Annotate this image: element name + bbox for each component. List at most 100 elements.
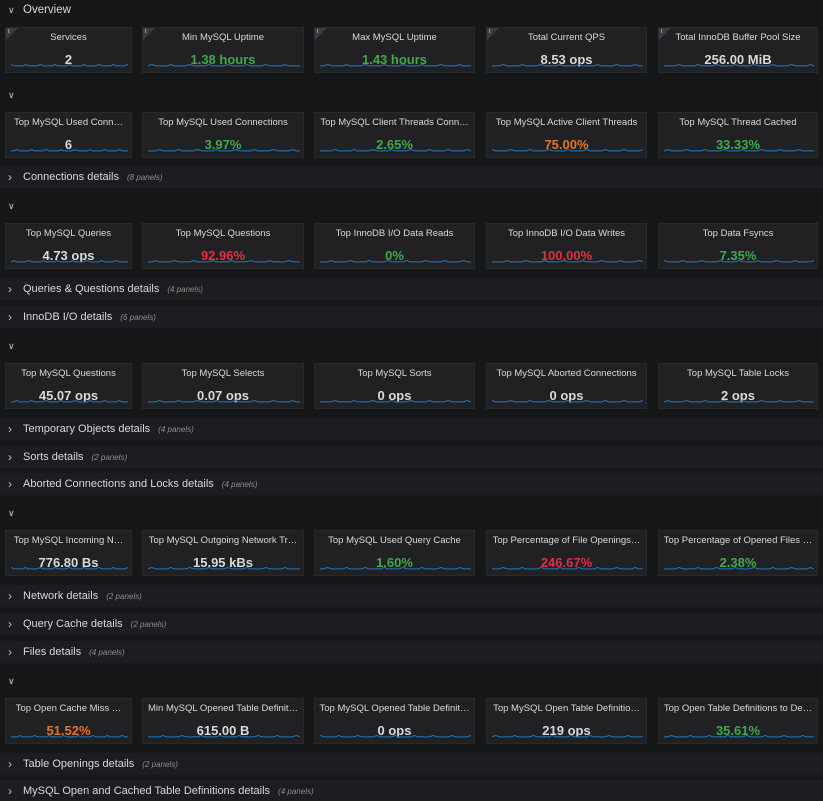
sparkline-path [320, 399, 471, 403]
sparkline-path [320, 734, 471, 738]
sparkline [320, 148, 471, 152]
row-header[interactable]: ∨ [0, 198, 823, 214]
sparkline-path [664, 63, 814, 67]
stat-panel: Top MySQL Opened Table Definit… 0 ops [314, 698, 475, 744]
sparkline [11, 734, 128, 738]
sparkline-path [492, 63, 643, 67]
collapsed-row[interactable]: › Connections details (8 panels) [0, 166, 823, 188]
sparkline [664, 148, 814, 152]
sparkline [11, 399, 128, 403]
chevron: ∨ [8, 200, 15, 211]
stat-value: 246.67% [540, 555, 593, 570]
panel-title: Top MySQL Table Locks [687, 368, 789, 379]
stat-value: 3.97% [204, 137, 242, 152]
collapsed-row[interactable]: › Files details (4 panels) [0, 641, 823, 663]
sparkline-path [664, 566, 814, 570]
stat-panel: Top MySQL Used Query Cache 1.60% [314, 530, 475, 576]
stat-value: 92.96% [200, 248, 246, 263]
stat-panel: Top InnoDB I/O Data Reads 0% [314, 223, 475, 269]
sparkline [492, 63, 643, 67]
row-header[interactable]: ∨ [0, 338, 823, 354]
collapsed-row[interactable]: › Aborted Connections and Locks details (4… [0, 473, 823, 495]
stat-value: 7.35% [719, 248, 757, 263]
row-title: Aborted Connections and Locks details [23, 478, 214, 490]
row-title: Sorts details [23, 451, 84, 463]
stat-panel: i Total InnoDB Buffer Pool Size 256.00 MiB [658, 27, 818, 73]
chevron: ∨ [8, 4, 15, 15]
row-header[interactable]: ∨ [0, 673, 823, 689]
panel-title: Top MySQL Active Client Threads [495, 117, 638, 128]
sparkline [320, 259, 471, 263]
panel-count: (2 panels) [130, 619, 167, 629]
chevron: ∨ [8, 340, 15, 351]
stat-value: 615.00 B [196, 723, 250, 738]
stat-value: 45.07 ops [38, 388, 99, 403]
row-title: InnoDB I/O details [23, 311, 113, 323]
sparkline-path [492, 148, 643, 152]
row-header[interactable]: ∨ [0, 87, 823, 103]
collapsed-row[interactable]: › Queries & Questions details (4 panels) [0, 278, 823, 300]
collapsed-row[interactable]: › Query Cache details (2 panels) [0, 613, 823, 635]
collapsed-row[interactable]: › Network details (2 panels) [0, 585, 823, 607]
panel-title: Min MySQL Opened Table Definit… [148, 703, 298, 714]
collapsed-row[interactable]: › InnoDB I/O details (6 panels) [0, 306, 823, 328]
stat-panel: Top MySQL Outgoing Network Tr… 15.95 kBs [142, 530, 304, 576]
sparkline-path [148, 148, 300, 152]
panel-title: Top Data Fsyncs [702, 228, 774, 239]
row-title: Table Openings details [23, 758, 135, 770]
sparkline [148, 259, 300, 263]
sparkline-path [148, 566, 300, 570]
stat-value: 2 [64, 52, 73, 67]
sparkline-path [492, 399, 643, 403]
row-header[interactable]: ∨ Overview [0, 2, 823, 18]
stat-panel: Top MySQL Used Conn… 6 [5, 112, 132, 158]
panel-count: (4 panels) [278, 786, 314, 796]
stat-panel: Top MySQL Questions 45.07 ops [5, 363, 132, 409]
panel-title: Top MySQL Selects [181, 368, 265, 379]
stat-panel: Top MySQL Open Table Definitio… 219 ops [486, 698, 647, 744]
stat-panel: Top MySQL Used Connections 3.97% [142, 112, 304, 158]
stat-panel: Top MySQL Queries 4.73 ops [5, 223, 132, 269]
sparkline-path [664, 148, 814, 152]
stat-value: 6 [64, 137, 73, 152]
stat-panel: Top Open Cache Miss … 51.52% [5, 698, 132, 744]
stat-value: 0.07 ops [196, 388, 250, 403]
panel-title: Top MySQL Used Query Cache [328, 535, 461, 546]
sparkline-path [492, 566, 643, 570]
stat-value: 75.00% [544, 137, 589, 152]
sparkline-path [148, 63, 300, 67]
stat-panel: Top InnoDB I/O Data Writes 100.00% [486, 223, 647, 269]
panel-title: Top Percentage of Opened Files … [663, 535, 813, 546]
panel-count: (4 panels) [167, 284, 203, 294]
collapsed-row[interactable]: › Table Openings details (2 panels) [0, 753, 823, 775]
stat-panel: Top MySQL Sorts 0 ops [314, 363, 475, 409]
panel-title: Top MySQL Queries [25, 228, 112, 239]
sparkline [320, 63, 471, 67]
collapsed-row[interactable]: › MySQL Open and Cached Table Definitions… [0, 780, 823, 801]
collapsed-row[interactable]: › Sorts details (2 panels) [0, 446, 823, 468]
panel-title: Max MySQL Uptime [352, 32, 437, 43]
stat-panel: Top MySQL Selects 0.07 ops [142, 363, 304, 409]
sparkline [664, 566, 814, 570]
chevron: › [8, 422, 12, 436]
stat-value: 4.73 ops [42, 248, 95, 263]
stat-value: 0 ops [377, 723, 412, 738]
panel-title: Top MySQL Client Threads Conn… [320, 117, 469, 128]
sparkline [664, 734, 814, 738]
collapsed-row[interactable]: › Temporary Objects details (4 panels) [0, 418, 823, 440]
stat-value: 33.33% [715, 137, 761, 152]
stat-panel: Top Data Fsyncs 7.35% [658, 223, 818, 269]
sparkline [148, 399, 300, 403]
row-header[interactable]: ∨ [0, 505, 823, 521]
sparkline [148, 63, 300, 67]
sparkline-path [148, 734, 300, 738]
stat-value: 776.80 Bs [38, 555, 99, 570]
sparkline [320, 566, 471, 570]
panel-title: Top MySQL Outgoing Network Tr… [148, 535, 298, 546]
sparkline [148, 148, 300, 152]
info-icon: i [315, 28, 327, 40]
chevron: ∨ [8, 675, 15, 686]
sparkline [492, 259, 643, 263]
sparkline-path [320, 259, 471, 263]
sparkline [148, 566, 300, 570]
